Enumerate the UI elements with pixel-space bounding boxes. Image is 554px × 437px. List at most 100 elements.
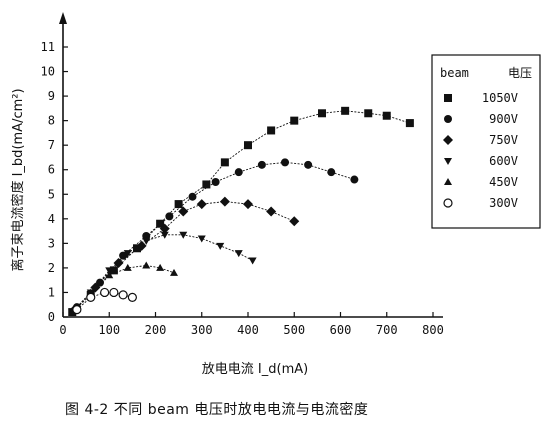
- data-point-750V: [178, 206, 189, 217]
- data-point-900V: [257, 160, 266, 169]
- data-point-300V: [72, 305, 82, 315]
- y-tick-label: 8: [48, 114, 55, 128]
- data-point-1050V: [202, 180, 211, 189]
- data-point-900V: [234, 168, 243, 177]
- data-point-750V: [289, 216, 300, 227]
- data-point-300V: [127, 292, 137, 302]
- y-tick-label: 6: [48, 163, 55, 177]
- x-tick-label: 800: [422, 323, 444, 337]
- data-point-450V: [156, 263, 165, 271]
- series-line-600V: [71, 234, 253, 313]
- legend-title: 电压: [508, 66, 532, 80]
- legend-entry: 750V: [489, 133, 518, 147]
- legend-entry: 900V: [489, 112, 518, 126]
- data-point-600V: [142, 237, 151, 245]
- data-point-900V: [304, 160, 313, 169]
- axes: [59, 12, 443, 318]
- data-point-1050V: [405, 119, 414, 128]
- legend-entry: 300V: [489, 196, 518, 210]
- data-point-900V: [165, 212, 174, 221]
- data-point-750V: [159, 223, 170, 234]
- y-tick-label: 0: [48, 310, 55, 324]
- data-point-900V: [96, 278, 104, 287]
- x-tick-label: 0: [59, 323, 66, 337]
- data-point-1050V: [318, 109, 326, 118]
- data-point-1050V: [290, 116, 299, 125]
- y-tick-label: 11: [41, 40, 55, 54]
- data-point-600V: [197, 235, 206, 243]
- data-point-450V: [105, 271, 114, 279]
- legend-marker-300V: [443, 198, 453, 208]
- x-tick-label: 500: [283, 323, 305, 337]
- data-points: [68, 106, 414, 317]
- x-axis-label: 放电电流 I_d(mA): [202, 362, 308, 377]
- figure-caption: 图 4-2 不同 beam 电压时放电电流与电流密度: [65, 402, 369, 418]
- data-point-600V: [179, 231, 188, 239]
- legend-marker-450V: [444, 178, 452, 185]
- y-axis-label: 离子束电流密度 I_bd(mA/cm²): [10, 88, 26, 271]
- data-point-300V: [100, 287, 110, 298]
- legend-title: beam: [440, 66, 469, 80]
- series-line-1050V: [71, 110, 411, 313]
- data-point-450V: [170, 268, 178, 276]
- x-tick-label: 600: [330, 323, 352, 337]
- series-line-450V: [71, 265, 175, 313]
- data-point-600V: [123, 250, 132, 258]
- legend-marker-1050V: [444, 94, 452, 102]
- data-point-750V: [219, 196, 230, 207]
- tick-labels: 0 1 2 3 4 5 6 7 8 9 10 11 0 100 200 300 400 500 600 700 800: [41, 40, 444, 337]
- data-point-750V: [266, 206, 277, 217]
- x-tick-label: 200: [145, 323, 167, 337]
- x-tick-label: 400: [237, 323, 259, 337]
- data-point-900V: [188, 192, 197, 201]
- data-point-600V: [234, 250, 243, 258]
- data-point-1050V: [267, 126, 276, 135]
- x-tick-label: 700: [376, 323, 398, 337]
- legend: beam 电压 1050V 900V 750V 600V 450V 300V: [431, 54, 541, 229]
- data-point-300V: [118, 290, 128, 300]
- data-point-600V: [248, 257, 257, 265]
- y-tick-label: 2: [48, 261, 55, 275]
- data-point-900V: [211, 178, 220, 186]
- data-point-450V: [123, 263, 132, 271]
- x-tick-label: 100: [98, 323, 120, 337]
- data-point-1050V: [174, 200, 183, 209]
- data-point-750V: [243, 199, 253, 210]
- legend-entry: 450V: [489, 175, 518, 189]
- data-point-300V: [109, 287, 119, 298]
- y-tick-label: 3: [48, 236, 55, 250]
- data-point-300V: [86, 292, 96, 302]
- data-point-1050V: [133, 244, 141, 253]
- data-point-900V: [281, 158, 289, 167]
- data-point-750V: [113, 258, 124, 268]
- y-tick-label: 9: [48, 89, 55, 103]
- legend-entry: 1050V: [482, 91, 518, 105]
- data-point-1050V: [156, 219, 165, 228]
- data-point-1050V: [244, 141, 252, 150]
- data-point-750V: [136, 240, 147, 251]
- data-point-600V: [160, 231, 169, 239]
- data-point-1050V: [109, 266, 118, 275]
- legend-marker-600V: [444, 158, 452, 165]
- fit-lines: [71, 110, 411, 313]
- y-tick-label: 10: [41, 65, 55, 79]
- data-point-900V: [119, 251, 128, 260]
- data-point-1050V: [220, 158, 229, 167]
- y-tick-label: 1: [48, 285, 55, 299]
- data-point-1050V: [364, 109, 373, 118]
- data-point-600V: [105, 267, 114, 275]
- data-point-1050V: [341, 106, 350, 115]
- data-point-600V: [216, 242, 225, 250]
- x-tick-label: 300: [191, 323, 213, 337]
- y-tick-label: 7: [48, 138, 55, 152]
- data-point-750V: [196, 199, 207, 210]
- data-point-900V: [327, 168, 336, 177]
- legend-marker-900V: [444, 115, 452, 123]
- data-point-900V: [350, 175, 359, 184]
- y-axis-arrow: [59, 12, 67, 24]
- legend-entry: 600V: [489, 154, 518, 168]
- y-tick-label: 4: [48, 212, 55, 226]
- data-point-1050V: [382, 111, 391, 120]
- y-tick-label: 5: [48, 187, 55, 201]
